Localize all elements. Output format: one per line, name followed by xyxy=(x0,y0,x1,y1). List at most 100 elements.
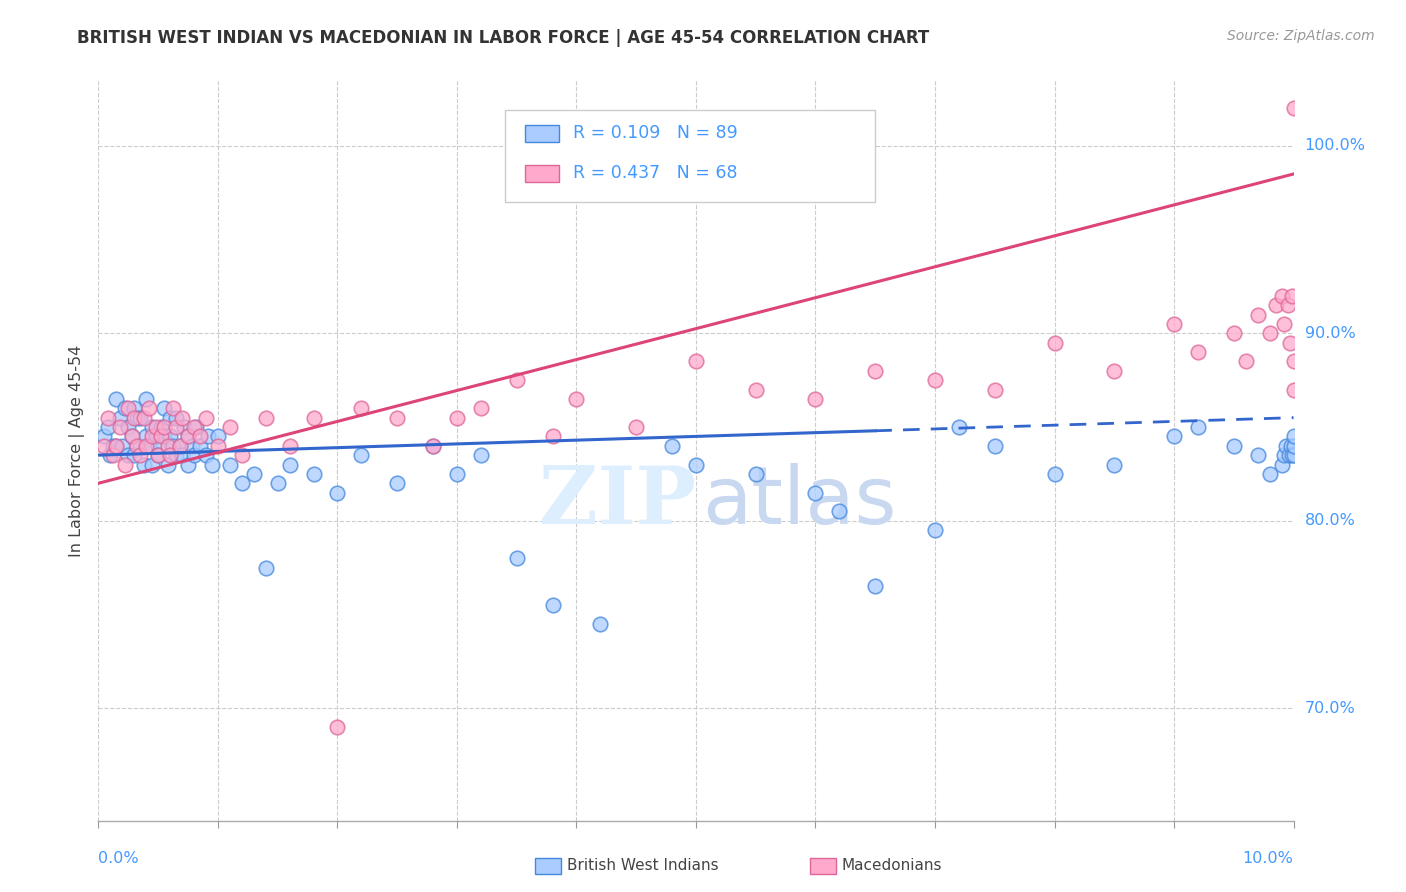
Point xyxy=(141,429,163,443)
Point xyxy=(114,401,136,416)
Point xyxy=(243,467,266,481)
Point xyxy=(1282,439,1305,453)
Point xyxy=(506,373,529,387)
Point xyxy=(1281,289,1303,303)
Point xyxy=(105,392,128,406)
Point xyxy=(1282,354,1305,368)
Point xyxy=(1282,383,1305,397)
Point xyxy=(148,448,170,462)
Point xyxy=(124,448,146,462)
Point xyxy=(219,420,242,434)
Point xyxy=(626,420,648,434)
Point xyxy=(197,429,219,443)
FancyBboxPatch shape xyxy=(524,126,558,142)
Point xyxy=(1104,364,1126,378)
Point xyxy=(326,720,349,734)
Point xyxy=(195,448,218,462)
Point xyxy=(470,448,492,462)
Text: 100.0%: 100.0% xyxy=(1305,138,1365,153)
Point xyxy=(254,560,277,574)
Point xyxy=(108,410,131,425)
Text: ZIP: ZIP xyxy=(538,463,696,541)
Point xyxy=(278,439,301,453)
Point xyxy=(1258,326,1281,341)
Point xyxy=(129,410,152,425)
Point xyxy=(1271,458,1294,472)
Point xyxy=(278,458,301,472)
Point xyxy=(148,439,170,453)
Point xyxy=(254,410,277,425)
Point xyxy=(207,429,229,443)
Point xyxy=(183,420,205,434)
Point xyxy=(148,448,170,462)
Point xyxy=(804,485,827,500)
Point xyxy=(165,410,187,425)
Point xyxy=(1043,335,1066,350)
Point xyxy=(180,439,202,453)
Point xyxy=(1043,467,1066,481)
Point xyxy=(267,476,290,491)
Text: R = 0.109   N = 89: R = 0.109 N = 89 xyxy=(572,124,738,142)
Point xyxy=(108,420,131,434)
Text: atlas: atlas xyxy=(702,463,896,541)
Point xyxy=(1104,458,1126,472)
Point xyxy=(1163,429,1185,443)
Point xyxy=(165,448,187,462)
Point xyxy=(138,439,160,453)
Text: 90.0%: 90.0% xyxy=(1305,326,1355,341)
Point xyxy=(153,401,176,416)
Point xyxy=(183,448,205,462)
Point xyxy=(302,467,325,481)
Point xyxy=(172,448,194,462)
Point xyxy=(135,392,157,406)
FancyBboxPatch shape xyxy=(810,858,835,874)
Point xyxy=(105,439,128,453)
Point xyxy=(207,439,229,453)
Text: 0.0%: 0.0% xyxy=(98,851,139,866)
Point xyxy=(219,458,242,472)
Text: 10.0%: 10.0% xyxy=(1243,851,1294,866)
FancyBboxPatch shape xyxy=(524,165,558,182)
Point xyxy=(589,616,612,631)
Point xyxy=(117,401,139,416)
Point xyxy=(129,448,152,462)
Point xyxy=(186,420,208,434)
Point xyxy=(165,420,187,434)
Point xyxy=(173,420,195,434)
Point xyxy=(1278,335,1301,350)
Point xyxy=(422,439,444,453)
Point xyxy=(1163,317,1185,331)
Point xyxy=(326,485,349,500)
Point xyxy=(117,448,139,462)
Point xyxy=(98,448,122,462)
Point xyxy=(145,429,167,443)
Point xyxy=(1187,345,1209,359)
Point xyxy=(101,439,124,453)
Point xyxy=(177,458,200,472)
Point xyxy=(195,410,218,425)
Point xyxy=(385,476,409,491)
Point xyxy=(948,420,970,434)
Point xyxy=(135,429,157,443)
Point xyxy=(446,410,468,425)
Point xyxy=(446,467,468,481)
Text: Macedonians: Macedonians xyxy=(842,857,942,872)
Point xyxy=(121,429,143,443)
Point xyxy=(350,448,373,462)
Point xyxy=(1223,439,1246,453)
Point xyxy=(231,476,253,491)
Point xyxy=(149,420,172,434)
FancyBboxPatch shape xyxy=(505,110,875,202)
Point xyxy=(121,429,143,443)
Point xyxy=(156,439,179,453)
Point xyxy=(1275,439,1298,453)
Point xyxy=(1234,354,1257,368)
Point xyxy=(984,383,1007,397)
Point xyxy=(565,392,588,406)
Text: Source: ZipAtlas.com: Source: ZipAtlas.com xyxy=(1227,29,1375,43)
Point xyxy=(97,410,120,425)
Point xyxy=(135,439,157,453)
Point xyxy=(1272,448,1295,462)
Point xyxy=(132,410,155,425)
Point xyxy=(1277,298,1299,312)
